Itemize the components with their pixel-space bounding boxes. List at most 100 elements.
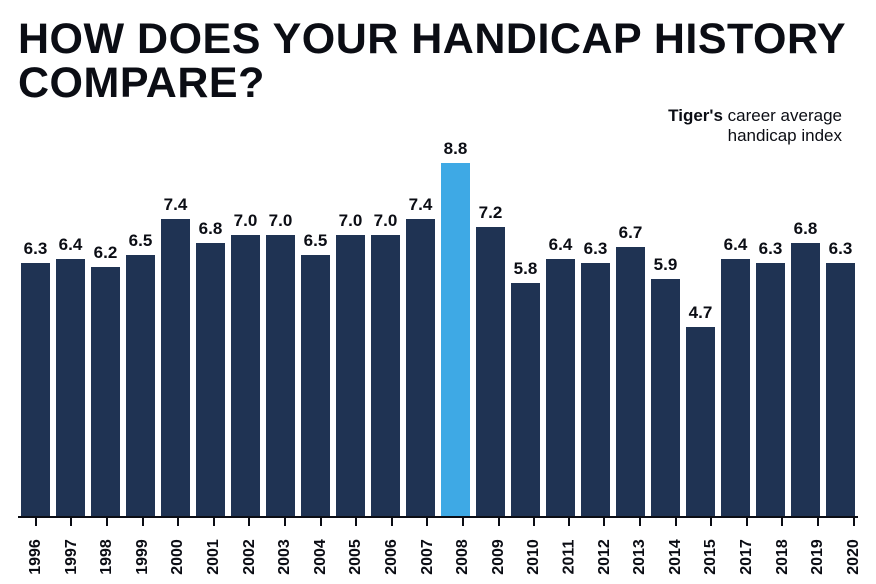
chart-container: HOW DOES YOUR HANDICAP HISTORY COMPARE? …: [0, 0, 876, 584]
tick-mark: [248, 518, 250, 526]
tick-mark: [498, 518, 500, 526]
bar-column: 6.8: [788, 136, 823, 516]
tick-mark: [533, 518, 535, 526]
bar: [371, 235, 400, 516]
bar-column: 6.3: [823, 136, 858, 516]
bar: [476, 227, 505, 516]
tick-mark: [70, 518, 72, 526]
bar-value-label: 6.3: [584, 239, 608, 259]
tick-mark: [426, 518, 428, 526]
bar-column: 7.0: [228, 136, 263, 516]
bar-column: 5.9: [648, 136, 683, 516]
bar-value-label: 7.0: [269, 211, 293, 231]
tick-mark: [35, 518, 37, 526]
bar-value-label: 6.3: [24, 239, 48, 259]
tick-mark: [568, 518, 570, 526]
x-tick: 2020: [836, 518, 872, 584]
tick-mark: [106, 518, 108, 526]
bar-column: 6.8: [193, 136, 228, 516]
tick-mark: [284, 518, 286, 526]
tick-mark: [817, 518, 819, 526]
bar-column: 7.0: [263, 136, 298, 516]
tick-mark: [746, 518, 748, 526]
tick-mark: [853, 518, 855, 526]
bar-chart: 6.3 6.4 6.2 6.5 7.4 6.8 7.0 7.0 6.5 7.0 7.0 7.4 8.8 7…: [18, 136, 858, 584]
bar-value-label: 7.4: [164, 195, 188, 215]
bar-column: 6.4: [53, 136, 88, 516]
bar-value-label: 6.7: [619, 223, 643, 243]
tick-mark: [355, 518, 357, 526]
tick-mark: [142, 518, 144, 526]
bar-value-label: 5.8: [514, 259, 538, 279]
tick-mark: [675, 518, 677, 526]
bar-column: 8.8: [438, 136, 473, 516]
bar-value-label: 7.0: [374, 211, 398, 231]
bar-column: 6.3: [578, 136, 613, 516]
tick-mark: [781, 518, 783, 526]
bar-column: 6.7: [613, 136, 648, 516]
bar: [56, 259, 85, 516]
chart-title: HOW DOES YOUR HANDICAP HISTORY COMPARE?: [18, 18, 858, 106]
bar: [406, 219, 435, 516]
bar: [791, 243, 820, 516]
bar: [196, 243, 225, 516]
bar-value-label: 5.9: [654, 255, 678, 275]
tick-mark: [639, 518, 641, 526]
tick-mark: [213, 518, 215, 526]
bar-column: 4.7: [683, 136, 718, 516]
tick-mark: [462, 518, 464, 526]
bar-value-label: 6.5: [304, 231, 328, 251]
bar: [511, 283, 540, 516]
bar-column: 7.0: [368, 136, 403, 516]
x-axis: 1996199719981999200020012002200320042005…: [18, 516, 858, 584]
bar-column: 6.4: [543, 136, 578, 516]
bar-value-label: 6.4: [549, 235, 573, 255]
bar-column: 6.3: [753, 136, 788, 516]
bar: [266, 235, 295, 516]
bar-value-label: 7.0: [339, 211, 363, 231]
bar: [126, 255, 155, 516]
bars-row: 6.3 6.4 6.2 6.5 7.4 6.8 7.0 7.0 6.5 7.0 7.0 7.4 8.8 7…: [18, 136, 858, 516]
bar: [651, 279, 680, 516]
bar: [336, 235, 365, 516]
tick-mark: [320, 518, 322, 526]
subtitle-bold: Tiger's: [668, 106, 723, 125]
bar: [161, 219, 190, 516]
bar-value-label: 6.8: [199, 219, 223, 239]
bar: [826, 263, 855, 516]
bar: [756, 263, 785, 516]
bar: [441, 163, 470, 516]
bar-column: 6.5: [123, 136, 158, 516]
tick-mark: [603, 518, 605, 526]
bar-column: 7.4: [403, 136, 438, 516]
bar: [616, 247, 645, 516]
bar: [581, 263, 610, 516]
bar-value-label: 7.2: [479, 203, 503, 223]
bar-value-label: 6.5: [129, 231, 153, 251]
bar-column: 7.0: [333, 136, 368, 516]
bar-value-label: 6.4: [59, 235, 83, 255]
bar-column: 6.3: [18, 136, 53, 516]
bar-value-label: 7.0: [234, 211, 258, 231]
bar: [721, 259, 750, 516]
bar: [231, 235, 260, 516]
bar-value-label: 6.8: [794, 219, 818, 239]
bar-column: 6.4: [718, 136, 753, 516]
tick-mark: [177, 518, 179, 526]
bar-column: 7.2: [473, 136, 508, 516]
bar-value-label: 6.2: [94, 243, 118, 263]
plot-area: 6.3 6.4 6.2 6.5 7.4 6.8 7.0 7.0 6.5 7.0 7.0 7.4 8.8 7…: [18, 136, 858, 516]
x-tick-label: 2020: [827, 539, 876, 575]
bar: [686, 327, 715, 516]
bar-column: 6.2: [88, 136, 123, 516]
tick-mark: [710, 518, 712, 526]
bar-value-label: 7.4: [409, 195, 433, 215]
bar-column: 5.8: [508, 136, 543, 516]
bar-column: 6.5: [298, 136, 333, 516]
bar-value-label: 6.3: [759, 239, 783, 259]
bar-value-label: 6.3: [829, 239, 853, 259]
bar: [91, 267, 120, 516]
bar: [546, 259, 575, 516]
bar-value-label: 8.8: [444, 139, 468, 159]
bar-value-label: 4.7: [689, 303, 713, 323]
